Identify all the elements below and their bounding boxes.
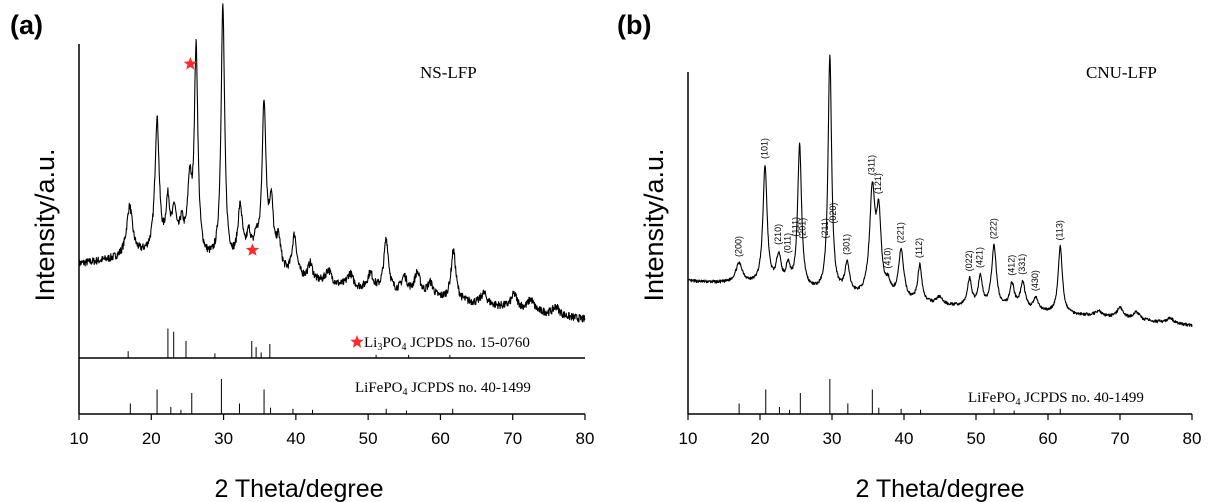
x-tick-label: 40 [286,429,305,448]
x-tick-label: 30 [214,429,233,448]
peak-label: (301) [842,234,852,255]
panel-a-li3po4-reference [127,328,451,358]
peak-label: (022) [964,250,974,271]
peak-label: (421) [975,247,985,268]
panel-a-lifepo4-ref-name: LiFePO4 JCPDS no. 40-1499 [355,380,531,398]
panel-b-lifepo4-reference [738,379,1061,414]
li3po4-star-marker [183,56,197,70]
x-tick-label: 70 [1111,429,1130,448]
x-tick-label: 80 [576,429,595,448]
peak-label: (011) [782,233,792,253]
x-tick-label: 60 [1039,429,1058,448]
x-tick-label: 10 [679,429,698,448]
panel-a-xlabel: 2 Theta/degree [214,475,383,502]
panel-b: (b) Intensity/a.u. 2 Theta/degree 10 20 30… [617,10,1201,502]
peak-label: (211) [820,218,830,238]
panel-a-li3po4-markers [183,56,260,256]
x-tick-label: 30 [823,429,842,448]
panel-a-label: (a) [10,10,43,40]
panel-b-x-ticks: 10 20 30 40 50 60 70 80 [679,414,1202,448]
panel-a-x-ticks: 10 20 30 40 50 60 70 80 [70,414,595,448]
panel-a-xrd-trace [78,3,586,323]
peak-label: (112) [914,238,924,258]
panel-b-sample-label: CNU-LFP [1086,63,1157,82]
peak-label: (113) [1055,220,1065,240]
peak-label: (311) [867,155,877,175]
panel-b-lifepo4-ref-name: LiFePO4 JCPDS no. 40-1499 [968,390,1144,408]
x-tick-label: 70 [503,429,522,448]
li3po4-star-marker [245,243,260,256]
panel-b-ylabel: Intensity/a.u. [639,148,669,301]
peak-label: (331) [1017,254,1027,275]
peak-label: (121) [873,173,883,194]
x-tick-label: 40 [895,429,914,448]
panel-b-peak-labels: (200) (101) (210) (011)(111)(201) (211)(020)… [734,138,1065,291]
peak-label: (201) [798,218,808,239]
peak-label: (412) [1006,255,1016,276]
peak-label: (200) [734,236,744,257]
x-tick-label: 80 [1183,429,1202,448]
panel-a-li3po4-ref-name: Li3PO4 JCPDS no. 15-0760 [364,335,530,353]
x-tick-label: 10 [70,429,89,448]
peak-label: (221) [895,222,905,243]
peak-label: (111) [790,217,800,237]
panel-b-xlabel: 2 Theta/degree [855,475,1024,502]
panel-b-xrd-trace [687,54,1193,327]
peak-label: (020) [828,203,838,224]
x-tick-label: 20 [142,429,161,448]
panel-b-label: (b) [617,10,651,40]
peak-label: (410) [883,248,893,269]
x-tick-label: 60 [431,429,450,448]
peak-label: (430) [1030,270,1040,291]
x-tick-label: 20 [751,429,770,448]
panel-a-ylabel: Intensity/a.u. [30,148,60,301]
li3po4-star-icon [350,335,364,348]
panel-a-lifepo4-reference [129,379,454,414]
peak-label: (101) [759,138,769,159]
peak-label: (210) [773,224,783,245]
x-tick-label: 50 [359,429,378,448]
panel-a: (a) Intensity/a.u. 2 Theta/degree 10 20 30… [10,3,595,502]
panel-a-sample-label: NS-LFP [420,63,477,82]
panel-a-li3po4-legend: Li3PO4 JCPDS no. 15-0760 [350,335,530,353]
peak-label: (222) [988,218,998,239]
x-tick-label: 50 [967,429,986,448]
